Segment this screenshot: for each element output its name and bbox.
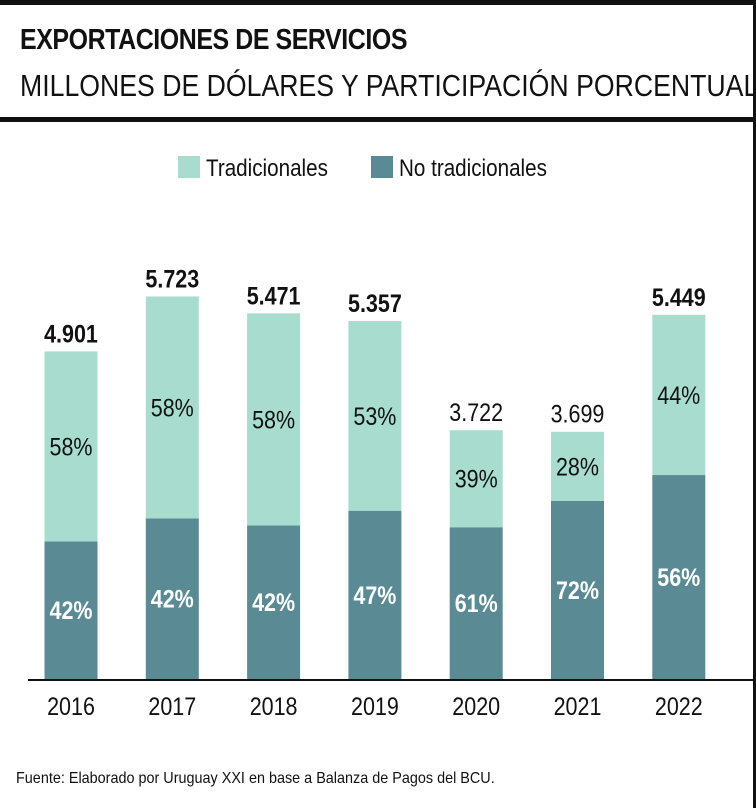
bar-group-2016: 42% 58% 4.901 bbox=[44, 320, 98, 679]
bar-group-2022: 56% 44% 5.449 bbox=[652, 283, 706, 679]
bar-tradicionales-2019 bbox=[348, 320, 402, 511]
bar-group-2019: 47% 53% 5.357 bbox=[348, 289, 402, 679]
label-no-tradicionales-2018: 42% bbox=[252, 589, 295, 617]
x-tick-2021: 2021 bbox=[554, 692, 602, 720]
label-no-tradicionales-2017: 42% bbox=[151, 585, 194, 613]
bar-tradicionales-2021 bbox=[551, 431, 604, 501]
source-note: Fuente: Elaborado por Uruguay XXI en bas… bbox=[16, 770, 495, 787]
total-label-2017: 5.723 bbox=[145, 265, 199, 293]
label-no-tradicionales-2020: 61% bbox=[455, 590, 498, 618]
bar-no-tradicionales-2020 bbox=[449, 527, 503, 679]
label-no-tradicionales-2021: 72% bbox=[556, 576, 599, 604]
x-tick-2017: 2017 bbox=[148, 692, 196, 720]
chart-subtitle: MILLONES DE DÓLARES Y PARTICIPACIÓN PORC… bbox=[20, 68, 756, 103]
bar-no-tradicionales-2016 bbox=[44, 541, 98, 679]
total-label-2021: 3.699 bbox=[551, 400, 605, 428]
label-tradicionales-2016: 58% bbox=[49, 433, 92, 461]
x-tick-2020: 2020 bbox=[452, 692, 500, 720]
frame-right-border bbox=[753, 0, 756, 808]
total-label-2019: 5.357 bbox=[348, 289, 402, 317]
x-tick-2016: 2016 bbox=[47, 692, 95, 720]
bar-no-tradicionales-2018 bbox=[247, 525, 301, 679]
total-label-2020: 3.722 bbox=[449, 399, 503, 427]
legend-swatch-tradicionales bbox=[178, 156, 200, 178]
bars: 42% 58% 4.901 42% 58% 5.723 42% 58% 5.471 47% 53% 5… bbox=[44, 265, 706, 679]
bar-group-2017: 42% 58% 5.723 bbox=[145, 265, 199, 679]
bar-tradicionales-2018 bbox=[247, 313, 301, 526]
total-label-2018: 5.471 bbox=[247, 282, 301, 310]
bar-group-2018: 42% 58% 5.471 bbox=[247, 282, 301, 679]
label-tradicionales-2018: 58% bbox=[252, 406, 295, 434]
chart-header: EXPORTACIONES DE SERVICIOS MILLONES DE D… bbox=[0, 0, 756, 122]
legend-label-tradicionales: Tradicionales bbox=[206, 155, 328, 182]
bar-no-tradicionales-2017 bbox=[145, 518, 199, 679]
bar-tradicionales-2017 bbox=[145, 296, 199, 519]
label-tradicionales-2017: 58% bbox=[151, 394, 194, 422]
legend-label-no-tradicionales: No tradicionales bbox=[399, 155, 547, 182]
bar-no-tradicionales-2019 bbox=[348, 510, 402, 679]
legend-swatch-no-tradicionales bbox=[371, 156, 393, 178]
x-tick-2022: 2022 bbox=[655, 692, 703, 720]
label-no-tradicionales-2019: 47% bbox=[353, 581, 396, 609]
header-rule bbox=[0, 117, 756, 122]
total-label-2016: 4.901 bbox=[44, 320, 98, 348]
label-tradicionales-2019: 53% bbox=[353, 402, 396, 430]
bar-tradicionales-2022 bbox=[652, 314, 706, 476]
legend: Tradicionales No tradicionales bbox=[178, 155, 547, 182]
top-rule bbox=[0, 0, 756, 5]
bar-no-tradicionales-2021 bbox=[551, 500, 604, 679]
label-no-tradicionales-2016: 42% bbox=[49, 597, 92, 625]
bar-tradicionales-2016 bbox=[44, 351, 98, 542]
bar-tradicionales-2020 bbox=[449, 430, 503, 528]
label-tradicionales-2022: 44% bbox=[657, 381, 700, 409]
chart-title: EXPORTACIONES DE SERVICIOS bbox=[20, 24, 408, 56]
label-no-tradicionales-2022: 56% bbox=[657, 564, 700, 592]
stacked-bar-chart: Tradicionales No tradicionales 42% 58% 4.90… bbox=[28, 155, 753, 720]
label-tradicionales-2020: 39% bbox=[455, 465, 498, 493]
label-tradicionales-2021: 28% bbox=[556, 453, 599, 481]
x-tick-2018: 2018 bbox=[250, 692, 298, 720]
x-axis-ticks: 2016 2017 2018 2019 2020 2021 2022 bbox=[47, 692, 703, 720]
total-label-2022: 5.449 bbox=[652, 283, 706, 311]
x-tick-2019: 2019 bbox=[351, 692, 399, 720]
bar-group-2021: 72% 28% 3.699 bbox=[551, 400, 605, 679]
bar-group-2020: 61% 39% 3.722 bbox=[449, 399, 503, 679]
bar-no-tradicionales-2022 bbox=[652, 475, 706, 679]
